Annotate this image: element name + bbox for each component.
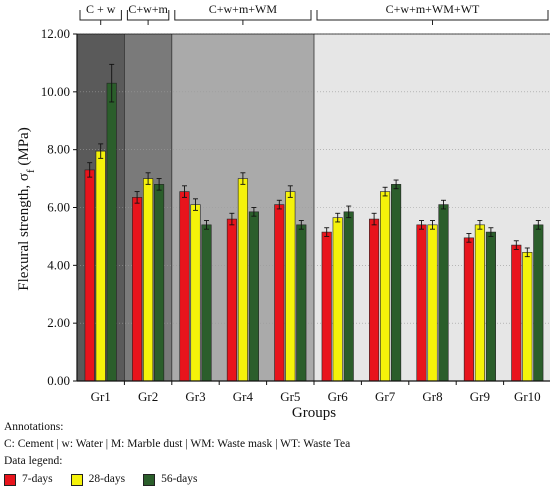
annotations-panel: Annotations: C: Cement | w: Water | M: M… [4, 419, 544, 488]
x-tick-label-gr4: Gr4 [233, 389, 254, 404]
bar-gr4-7-days [226, 218, 237, 382]
group-label-2: C+w+m [128, 2, 168, 16]
legend-swatch-28-days [70, 473, 83, 486]
x-tick-label-gr10: Gr10 [514, 389, 541, 404]
y-tick-label-2: 4.00 [47, 257, 70, 272]
bar-gr8-28-days [427, 224, 438, 382]
bar-gr2-28-days [143, 178, 154, 382]
x-tick-label-gr5: Gr5 [280, 389, 300, 404]
bar-gr5-7-days [274, 204, 285, 382]
bar-gr10-7-days [511, 244, 522, 382]
group-brackets: C + w C+w+m C+w+m+WM C+w+m+WM+WT [79, 2, 549, 25]
legend-swatch-56-days [143, 473, 156, 486]
bar-gr1-56-days [106, 82, 117, 382]
bar-gr6-7-days [321, 231, 332, 382]
bar-gr1-28-days [95, 150, 106, 382]
data-legend: 7-days 28-days 56-days [4, 471, 544, 488]
group-label-1: C + w [86, 2, 116, 16]
x-tick-label-gr8: Gr8 [422, 389, 442, 404]
y-axis-title: Flexural strength, σf (MPa) [16, 127, 37, 290]
legend-label-56-days: 56-days [161, 473, 198, 485]
bar-gr7-28-days [380, 191, 391, 382]
axes: 0.00 2.00 4.00 6.00 8.00 10.00 12.00 Gr1 Gr2 Gr3 G… [41, 26, 550, 404]
bar-gr9-28-days [474, 224, 485, 382]
bar-gr10-56-days [533, 224, 544, 382]
y-tick-label-6: 12.00 [41, 26, 70, 41]
bar-gr1-7-days [84, 169, 95, 382]
legend-swatch-7-days [4, 473, 16, 486]
bar-gr5-56-days [296, 224, 307, 382]
x-tick-label-gr1: Gr1 [91, 389, 111, 404]
legend-title: Data legend: [4, 455, 63, 467]
annotations-text: C: Cement | w: Water | M: Marble dust | … [4, 438, 351, 450]
bar-gr7-56-days [391, 184, 402, 382]
x-tick-label-gr7: Gr7 [375, 389, 396, 404]
y-tick-label-3: 6.00 [47, 200, 70, 215]
bar-gr8-56-days [438, 204, 449, 382]
y-tick-label-0: 0.00 [47, 373, 70, 388]
y-axis-title-main: Flexural strength, σ [16, 173, 32, 291]
y-axis-title-unit: (MPa) [16, 127, 32, 169]
bar-gr9-7-days [463, 237, 474, 382]
x-tick-label-gr9: Gr9 [470, 389, 490, 404]
legend-label-28-days: 28-days [88, 473, 126, 485]
bar-marks [84, 63, 544, 382]
bar-gr2-7-days [132, 197, 143, 382]
bar-gr4-56-days [248, 211, 259, 382]
x-tick-label-gr3: Gr3 [185, 389, 205, 404]
x-tick-label-gr6: Gr6 [328, 389, 349, 404]
bar-gr3-28-days [190, 204, 201, 382]
y-tick-label-4: 8.00 [47, 142, 70, 157]
bar-gr3-7-days [179, 191, 190, 382]
y-axis-title-sub: f [25, 169, 37, 173]
flexural-strength-chart: C + w C+w+m C+w+m+WM C+w+m+WM+WT 0.00 2.00 4.… [16, 2, 550, 420]
group-label-3: C+w+m+WM [209, 2, 278, 16]
bar-gr6-56-days [343, 211, 354, 382]
group-label-4: C+w+m+WM+WT [386, 2, 480, 16]
annotations-title: Annotations: [4, 421, 64, 433]
bar-gr8-7-days [416, 224, 427, 382]
bar-gr4-28-days [237, 178, 248, 382]
bar-gr2-56-days [154, 184, 165, 382]
bar-gr6-28-days [332, 217, 343, 382]
legend-item-7-days: 7-days [4, 471, 53, 488]
bar-gr9-56-days [485, 231, 496, 382]
y-tick-label-1: 2.00 [47, 315, 70, 330]
x-tick-label-gr2: Gr2 [138, 389, 158, 404]
y-tick-label-5: 10.00 [41, 84, 70, 99]
legend-item-28-days: 28-days [70, 471, 126, 488]
bar-gr7-7-days [369, 218, 380, 382]
legend-label-7-days: 7-days [22, 473, 53, 485]
x-axis-title: Groups [292, 405, 336, 420]
bar-gr5-28-days [285, 191, 296, 382]
bar-gr10-28-days [522, 252, 533, 382]
legend-item-56-days: 56-days [143, 471, 198, 488]
bar-gr3-56-days [201, 224, 212, 382]
